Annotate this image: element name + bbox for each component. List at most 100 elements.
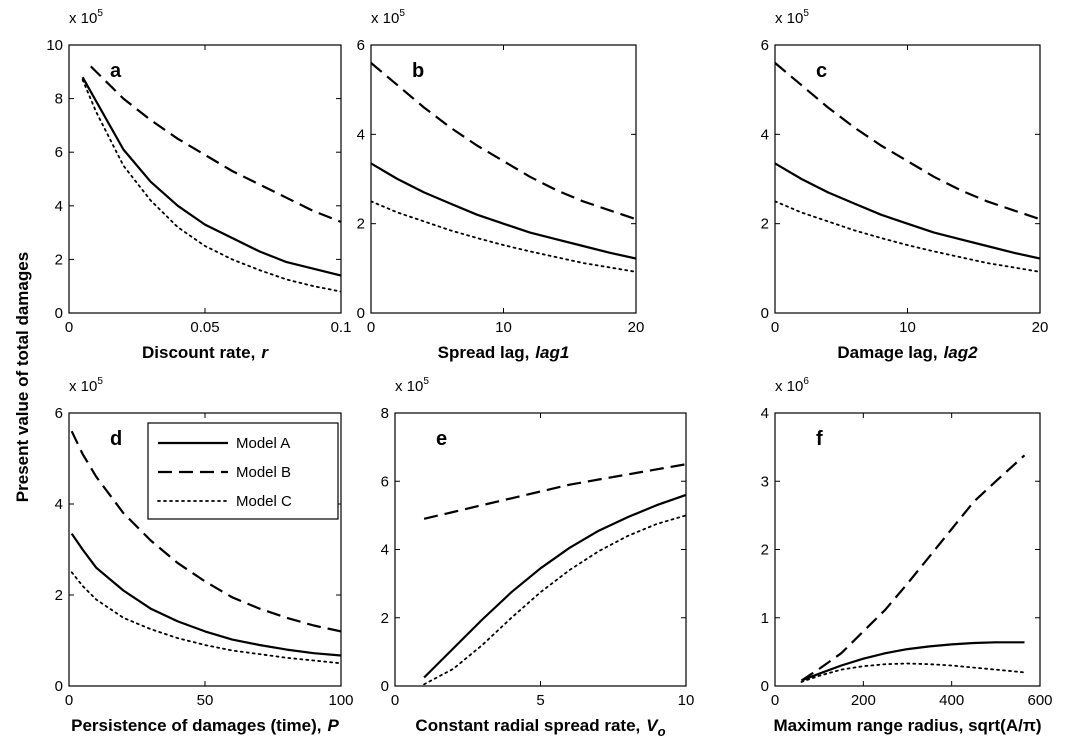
x-axis-label: Constant radial spread rate, Vo: [415, 716, 665, 739]
y-multiplier: x 105: [69, 8, 103, 27]
series-group: [70, 430, 341, 665]
series-line-solid: [801, 641, 1025, 682]
y-multiplier-exponent: 5: [803, 8, 809, 19]
y-tick-label: 2: [761, 216, 769, 233]
panel-a: 0 0.05 0.1 0 2 4 6 8 10 x 105 a Discount rate, r: [46, 8, 351, 362]
series-group: [423, 463, 686, 686]
legend-label: Model A: [236, 435, 290, 452]
y-tick-label: 1: [761, 610, 769, 627]
x-tick-label: 600: [1027, 692, 1052, 709]
panel-letter: d: [110, 428, 122, 450]
x-tick-label: 0.1: [331, 319, 352, 336]
panel-e: 0 5 10 0 2 4 6 8 x 105 e Constant radial spread ra…: [381, 376, 695, 739]
x-tick-label: 0: [65, 319, 73, 336]
series-group: [81, 65, 341, 293]
series-line-dotted: [423, 514, 686, 686]
series-line-dotted: [800, 662, 1026, 683]
series-line-dotted: [371, 200, 636, 273]
x-tick-label: 0.05: [190, 319, 219, 336]
y-tick-label: 4: [55, 496, 63, 513]
x-axis-label-variable: V: [646, 716, 659, 735]
legend-label: Model C: [236, 493, 292, 510]
y-multiplier-exponent: 6: [803, 376, 809, 387]
x-tick-label: 10: [899, 319, 916, 336]
x-tick-label: 5: [536, 692, 544, 709]
y-multiplier-exponent: 5: [399, 8, 405, 19]
y-multiplier: x 105: [775, 8, 809, 27]
series-line-solid: [423, 493, 686, 679]
axes-box: [774, 44, 1041, 314]
y-tick-label: 6: [357, 37, 365, 54]
y-tick-label: 0: [357, 305, 365, 322]
x-axis-label-text: Constant radial spread rate,: [415, 716, 640, 735]
series-line-solid: [70, 532, 341, 657]
series-line-dotted: [70, 571, 341, 665]
panel-c: 0 10 20 0 2 4 6 x 105 c Damage lag, lag2: [761, 8, 1049, 362]
x-axis-label: Damage lag, lag2: [837, 343, 978, 362]
x-tick-label: 400: [939, 692, 964, 709]
panel-letter: a: [110, 60, 122, 82]
y-multiplier: x 105: [69, 376, 103, 395]
y-tick-label: 2: [357, 216, 365, 233]
series-line-dotted: [775, 200, 1040, 273]
y-tick-label: 0: [55, 305, 63, 322]
series-line-dashed: [90, 65, 341, 223]
x-tick-label: 200: [851, 692, 876, 709]
y-tick-label: 6: [381, 473, 389, 490]
y-multiplier-exponent: 5: [97, 8, 103, 19]
y-tick-label: 10: [46, 37, 63, 54]
panel-letter: e: [436, 428, 447, 450]
x-axis-label: Persistence of damages (time), P: [71, 716, 339, 735]
axes-box: [774, 412, 1041, 687]
y-tick-label: 2: [55, 251, 63, 268]
x-axis-label-variable: lag1: [535, 343, 569, 362]
panel-b: 0 10 20 0 2 4 6 x 105 b Spread lag, lag1: [357, 8, 645, 362]
series-line-dashed: [371, 62, 636, 221]
x-tick-label: 0: [391, 692, 399, 709]
x-axis-label-variable: P: [328, 716, 340, 735]
y-multiplier-exponent: 5: [97, 376, 103, 387]
y-tick-label: 2: [381, 610, 389, 627]
x-tick-label: 0: [771, 692, 779, 709]
x-axis-label: Spread lag, lag1: [438, 343, 570, 362]
x-tick-label: 20: [1032, 319, 1049, 336]
y-tick-label: 2: [761, 542, 769, 559]
panel-letter: b: [412, 60, 424, 82]
x-tick-label: 10: [495, 319, 512, 336]
x-axis-label-variable: lag2: [944, 343, 979, 362]
series-line-solid: [371, 162, 636, 260]
y-tick-label: 4: [381, 542, 389, 559]
y-tick-label: 0: [761, 678, 769, 695]
x-tick-label: 10: [678, 692, 695, 709]
y-multiplier-exponent: 5: [423, 376, 429, 387]
x-tick-label: 20: [628, 319, 645, 336]
y-tick-label: 4: [761, 405, 769, 422]
x-axis-label: Discount rate, r: [142, 343, 269, 362]
x-tick-label: 0: [367, 319, 375, 336]
y-tick-label: 0: [55, 678, 63, 695]
series-line-dashed: [70, 430, 341, 633]
series-line-dashed: [423, 463, 686, 520]
x-axis-label-text: Spread lag,: [438, 343, 530, 362]
panel-f: 0 200 400 600 0 1 2 3 4 x 106 f Maximum range radiu…: [761, 376, 1053, 735]
y-tick-label: 6: [55, 144, 63, 161]
series-line-dashed: [775, 62, 1040, 221]
y-tick-label: 0: [761, 305, 769, 322]
panel-letter: c: [816, 60, 827, 82]
y-tick-label: 4: [761, 126, 769, 143]
x-tick-label: 100: [328, 692, 353, 709]
series-line-solid: [775, 162, 1040, 260]
series-group: [775, 62, 1040, 273]
legend-label: Model B: [236, 464, 291, 481]
series-line-dotted: [81, 78, 341, 293]
legend: Model A Model B Model C: [147, 422, 339, 520]
y-tick-label: 4: [357, 126, 365, 143]
y-multiplier: x 106: [775, 376, 809, 395]
axes-box: [370, 44, 637, 314]
y-tick-label: 0: [381, 678, 389, 695]
y-axis-label: Present value of total damages: [13, 252, 32, 502]
y-tick-label: 6: [55, 405, 63, 422]
x-tick-label: 50: [197, 692, 214, 709]
